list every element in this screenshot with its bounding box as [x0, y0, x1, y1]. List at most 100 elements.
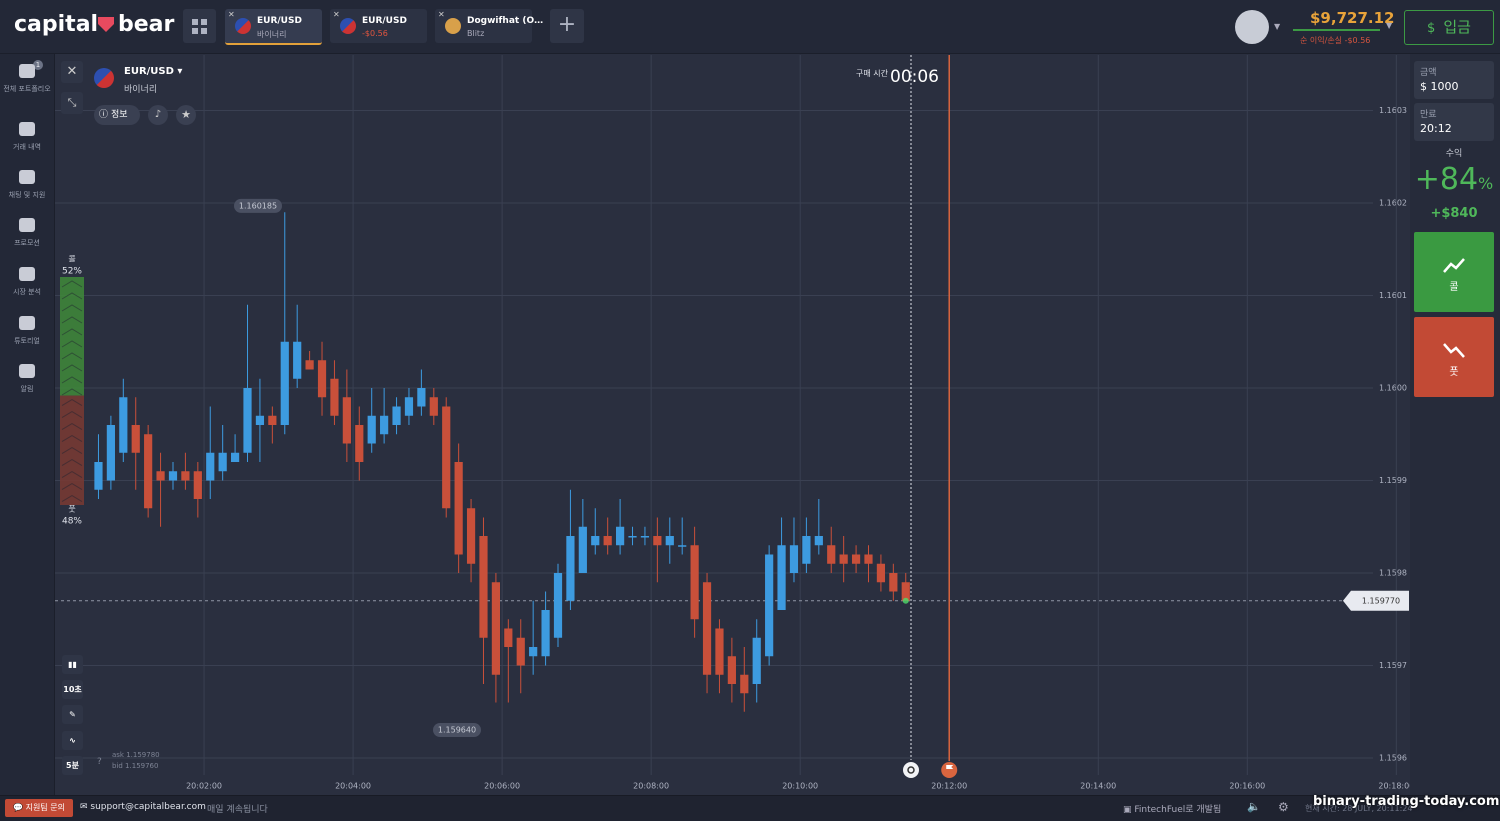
tab-subtitle: -$0.56	[362, 29, 388, 38]
sentiment-value: 48%	[62, 517, 82, 527]
current-time: 현재 시간: 28 JULY, 20:11:24	[1305, 804, 1413, 813]
payout-value: +84	[1414, 162, 1479, 197]
favorite-button[interactable]: ★	[176, 105, 196, 125]
sidebar-icon[interactable]	[19, 316, 35, 330]
sentiment-label: 콜	[68, 255, 75, 264]
deposit-button[interactable]: $ 입금	[1404, 10, 1494, 45]
expiry-box[interactable]: 만료 20:12	[1414, 103, 1494, 141]
support-email[interactable]: ✉ support@capitalbear.com	[80, 802, 206, 812]
candle-body	[330, 378, 339, 416]
tab-title: Dogwifhat (O…	[467, 16, 544, 26]
profit-value: +$840	[1430, 206, 1478, 221]
extreme-label: 1.160185	[239, 201, 277, 210]
sentiment-chevron	[61, 388, 83, 396]
call-button[interactable]: 콜	[1414, 232, 1494, 312]
sound-button[interactable]: 🔈	[1247, 800, 1261, 813]
candle-body	[380, 415, 389, 435]
logo-right[interactable]: bear	[118, 12, 175, 37]
avatar[interactable]	[1235, 10, 1269, 44]
timeframe-tool[interactable]: 10초	[62, 680, 83, 699]
sidebar-label: 채팅 및 지원	[8, 191, 46, 199]
candle-body	[280, 341, 289, 425]
sentiment-chevron	[61, 494, 83, 502]
candle-body	[851, 554, 861, 564]
put-button[interactable]: 풋	[1414, 317, 1494, 397]
candle-body	[119, 397, 128, 453]
sidebar-icon[interactable]	[19, 267, 35, 281]
tab-subtitle: 바이너리	[257, 30, 287, 39]
sentiment-chevron	[61, 376, 83, 384]
x-tick-label: 20:16:00	[1229, 782, 1265, 791]
asset-tab[interactable]: ✕ EUR/USD -$0.56	[330, 9, 427, 43]
deposit-icon: $	[1427, 21, 1436, 36]
candle-body	[268, 415, 277, 425]
y-tick-label: 1.1601	[1379, 291, 1407, 300]
expiry-icon	[941, 762, 958, 778]
alert-button[interactable]: ♪	[148, 105, 168, 125]
collapse-button[interactable]: ⤡	[61, 92, 83, 114]
candle-body	[690, 545, 699, 620]
amount-value: $ 1000	[1420, 80, 1459, 93]
asset-symbol[interactable]: EUR/USD ▾	[124, 66, 183, 77]
logo-left[interactable]: capital	[14, 12, 99, 37]
payout: +84%	[1410, 162, 1498, 197]
sentiment-chevron	[61, 316, 83, 324]
candle-body	[206, 452, 215, 481]
candle-body	[765, 554, 774, 657]
layout-button[interactable]	[183, 9, 216, 43]
close-chart-button[interactable]: ✕	[61, 61, 83, 83]
extreme-label: 1.159640	[438, 726, 476, 735]
profit-label: 수익	[1445, 149, 1463, 159]
extreme-pill	[433, 723, 481, 737]
sidebar-icon[interactable]	[19, 170, 35, 184]
expiry-value: 20:12	[1420, 122, 1452, 135]
x-tick-label: 20:10:00	[782, 782, 818, 791]
indicator-tool[interactable]: ∿	[62, 731, 83, 750]
candle-body	[889, 573, 898, 592]
sidebar-icon[interactable]	[19, 122, 35, 136]
tab-flag	[235, 18, 251, 34]
sidebar-icon[interactable]	[19, 364, 35, 378]
candle-body	[355, 425, 364, 462]
add-tab-button[interactable]: +	[550, 9, 584, 43]
x-tick-label: 20:06:00	[484, 782, 520, 791]
candle-body	[305, 360, 314, 370]
put-label: 풋	[1449, 367, 1459, 378]
sentiment-value: 52%	[62, 267, 82, 277]
candle-body	[839, 554, 848, 564]
help-icon[interactable]: ?	[97, 757, 102, 767]
candle-body	[230, 452, 240, 462]
candle-body	[591, 536, 600, 546]
tab-subtitle: Blitz	[467, 29, 485, 38]
amount-box[interactable]: 금액 $ 1000	[1414, 61, 1494, 99]
candle-body	[715, 628, 724, 675]
y-tick-label: 1.1603	[1379, 106, 1407, 115]
avatar-caret: ▼	[1274, 22, 1281, 31]
asset-tab[interactable]: ✕ Dogwifhat (O… Blitz	[435, 9, 543, 43]
candle-body	[628, 536, 637, 538]
sidebar-label: 알림	[20, 385, 34, 393]
bid-price: bid 1.159760	[112, 762, 159, 770]
balance[interactable]: $9,727.12	[1310, 9, 1395, 27]
candle-body	[553, 573, 563, 638]
period-tool[interactable]: 5분	[62, 756, 83, 775]
candle-body	[678, 545, 687, 547]
candle-body	[255, 415, 265, 425]
asset-tab[interactable]: ✕ EUR/USD 바이너리	[225, 9, 322, 45]
info-button[interactable]: ⓘ 정보	[94, 105, 140, 125]
chart-type-tool[interactable]: ▮▮	[62, 655, 83, 674]
expiry-label: 만료	[1420, 110, 1437, 120]
draw-tool[interactable]: ✎	[62, 705, 83, 724]
asset-flag	[94, 68, 114, 88]
candle-body	[106, 425, 115, 481]
settings-button[interactable]: ⚙	[1278, 800, 1289, 814]
sidebar-icon[interactable]	[19, 218, 35, 232]
candle-body	[181, 471, 190, 481]
price-chart: 1.1603 1.1602 1.1601 1.1600 1.1599 1.1598 1.15…	[55, 55, 1410, 795]
x-tick-label: 20:08:00	[633, 782, 669, 791]
sidebar-icon[interactable]	[19, 64, 35, 78]
support-button[interactable]: 💬 지원팀 문의	[5, 799, 73, 817]
call-icon	[1443, 258, 1465, 273]
tab-title: EUR/USD	[257, 16, 302, 26]
